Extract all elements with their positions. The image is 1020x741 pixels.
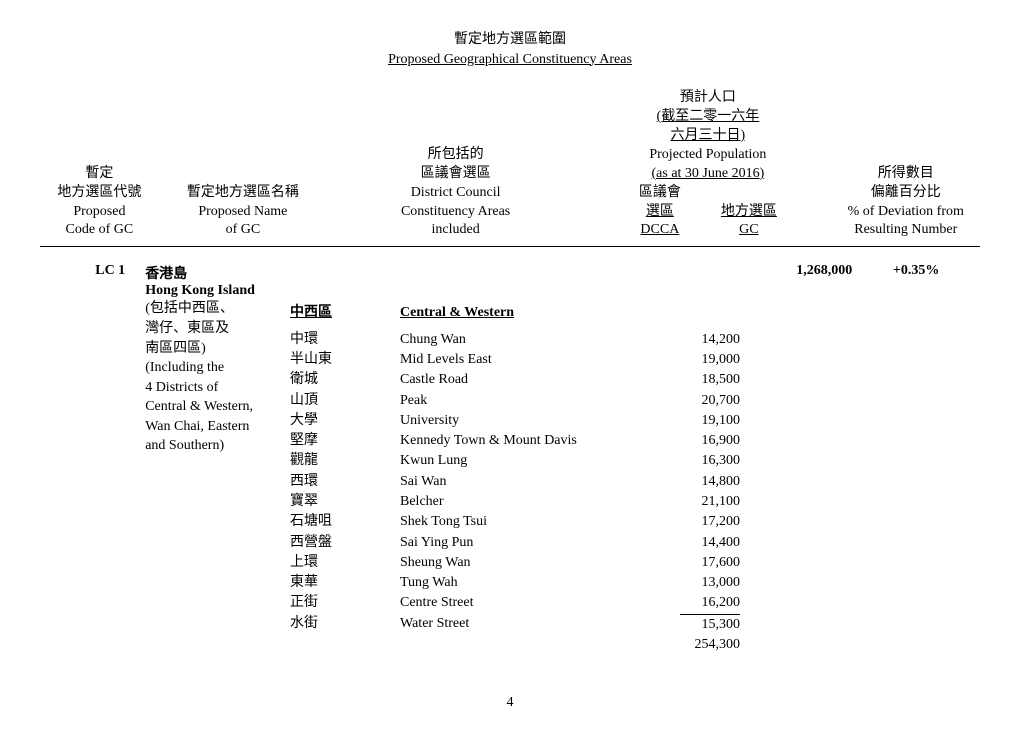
areas-list: 中環Chung Wan14,200半山東Mid Levels East19,00…	[290, 330, 750, 656]
table-header: 暫定 地方選區代號 Proposed Code of GC 暫定地方選區名稱 P…	[40, 89, 980, 247]
title-en: Proposed Geographical Constituency Areas	[40, 50, 980, 70]
area-row: 山頂Peak20,700	[290, 391, 750, 411]
header-dcca: 所包括的 區議會選區 District Council Constituency…	[327, 146, 584, 240]
area-zh: 西營盤	[290, 533, 400, 553]
gc-deviation: +0.35%	[852, 263, 980, 279]
area-value: 17,600	[650, 553, 750, 573]
page-number: 4	[40, 695, 980, 711]
header-name: 暫定地方選區名稱 Proposed Name of GC	[159, 184, 327, 241]
area-row: 東華Tung Wah13,000	[290, 573, 750, 593]
area-zh: 水街	[290, 614, 400, 635]
district-name-en: Central & Western	[400, 303, 650, 323]
area-value: 19,000	[650, 350, 750, 370]
gc-code: LC 1	[40, 263, 145, 279]
area-en: Chung Wan	[400, 330, 650, 350]
gc-name-en: Hong Kong Island	[145, 283, 290, 299]
area-value: 19,100	[650, 411, 750, 431]
area-row: 半山東Mid Levels East19,000	[290, 350, 750, 370]
area-value: 14,200	[650, 330, 750, 350]
area-value: 13,000	[650, 573, 750, 593]
area-en: Mid Levels East	[400, 350, 650, 370]
area-value: 20,700	[650, 391, 750, 411]
subtotal-value: 254,300	[650, 635, 750, 655]
area-en: Water Street	[400, 614, 650, 635]
area-zh: 山頂	[290, 391, 400, 411]
area-zh: 半山東	[290, 350, 400, 370]
area-row: 正街Centre Street16,200	[290, 593, 750, 613]
area-row: 觀龍Kwun Lung16,300	[290, 451, 750, 471]
area-zh: 石塘咀	[290, 512, 400, 532]
area-zh: 正街	[290, 593, 400, 613]
area-en: Sai Ying Pun	[400, 533, 650, 553]
gc-name-block: 香港島 Hong Kong Island (包括中西區、 灣仔、東區及 南區四區…	[145, 263, 290, 456]
area-value: 18,500	[650, 370, 750, 390]
area-zh: 西環	[290, 472, 400, 492]
area-row: 西環Sai Wan14,800	[290, 472, 750, 492]
district-block: 中西區 Central & Western 中環Chung Wan14,200半…	[290, 263, 750, 655]
area-row: 堅摩Kennedy Town & Mount Davis16,900	[290, 431, 750, 451]
header-code: 暫定 地方選區代號 Proposed Code of GC	[40, 165, 159, 241]
area-value: 14,400	[650, 533, 750, 553]
area-value: 17,200	[650, 512, 750, 532]
area-row: 上環Sheung Wan17,600	[290, 553, 750, 573]
area-zh: 大學	[290, 411, 400, 431]
title-zh: 暫定地方選區範圍	[40, 30, 980, 50]
area-value: 14,800	[650, 472, 750, 492]
area-row: 寶翠Belcher21,100	[290, 492, 750, 512]
area-row: 衛城Castle Road18,500	[290, 370, 750, 390]
area-en: Sai Wan	[400, 472, 650, 492]
gc-name-zh: 香港島	[145, 263, 290, 283]
constituency-row: LC 1 香港島 Hong Kong Island (包括中西區、 灣仔、東區及…	[40, 263, 980, 655]
area-en: Sheung Wan	[400, 553, 650, 573]
area-row: 水街Water Street15,300	[290, 614, 750, 635]
area-en: Belcher	[400, 492, 650, 512]
document-title: 暫定地方選區範圍 Proposed Geographical Constitue…	[40, 30, 980, 69]
area-row: 大學University19,100	[290, 411, 750, 431]
gc-population: 1,268,000	[750, 263, 852, 279]
area-zh: 寶翠	[290, 492, 400, 512]
area-en: Centre Street	[400, 593, 650, 613]
area-zh: 上環	[290, 553, 400, 573]
area-en: University	[400, 411, 650, 431]
area-row: 西營盤Sai Ying Pun14,400	[290, 533, 750, 553]
subtotal-row: 254,300	[290, 635, 750, 655]
district-name-zh: 中西區	[290, 303, 400, 323]
header-deviation: 所得數目 偏離百分比 % of Deviation from Resulting…	[832, 165, 980, 241]
area-en: Tung Wah	[400, 573, 650, 593]
area-en: Castle Road	[400, 370, 650, 390]
header-population: 預計人口 (截至二零一六年 六月三十日) Projected Populatio…	[584, 89, 831, 240]
area-zh: 東華	[290, 573, 400, 593]
area-row: 中環Chung Wan14,200	[290, 330, 750, 350]
area-value: 21,100	[650, 492, 750, 512]
area-value: 16,900	[650, 431, 750, 451]
area-value: 16,200	[650, 593, 750, 613]
area-zh: 堅摩	[290, 431, 400, 451]
area-zh: 衛城	[290, 370, 400, 390]
area-en: Shek Tong Tsui	[400, 512, 650, 532]
area-value: 16,300	[650, 451, 750, 471]
area-en: Kwun Lung	[400, 451, 650, 471]
area-zh: 觀龍	[290, 451, 400, 471]
area-value: 15,300	[650, 614, 750, 635]
area-en: Peak	[400, 391, 650, 411]
area-row: 石塘咀Shek Tong Tsui17,200	[290, 512, 750, 532]
area-zh: 中環	[290, 330, 400, 350]
area-en: Kennedy Town & Mount Davis	[400, 431, 650, 451]
